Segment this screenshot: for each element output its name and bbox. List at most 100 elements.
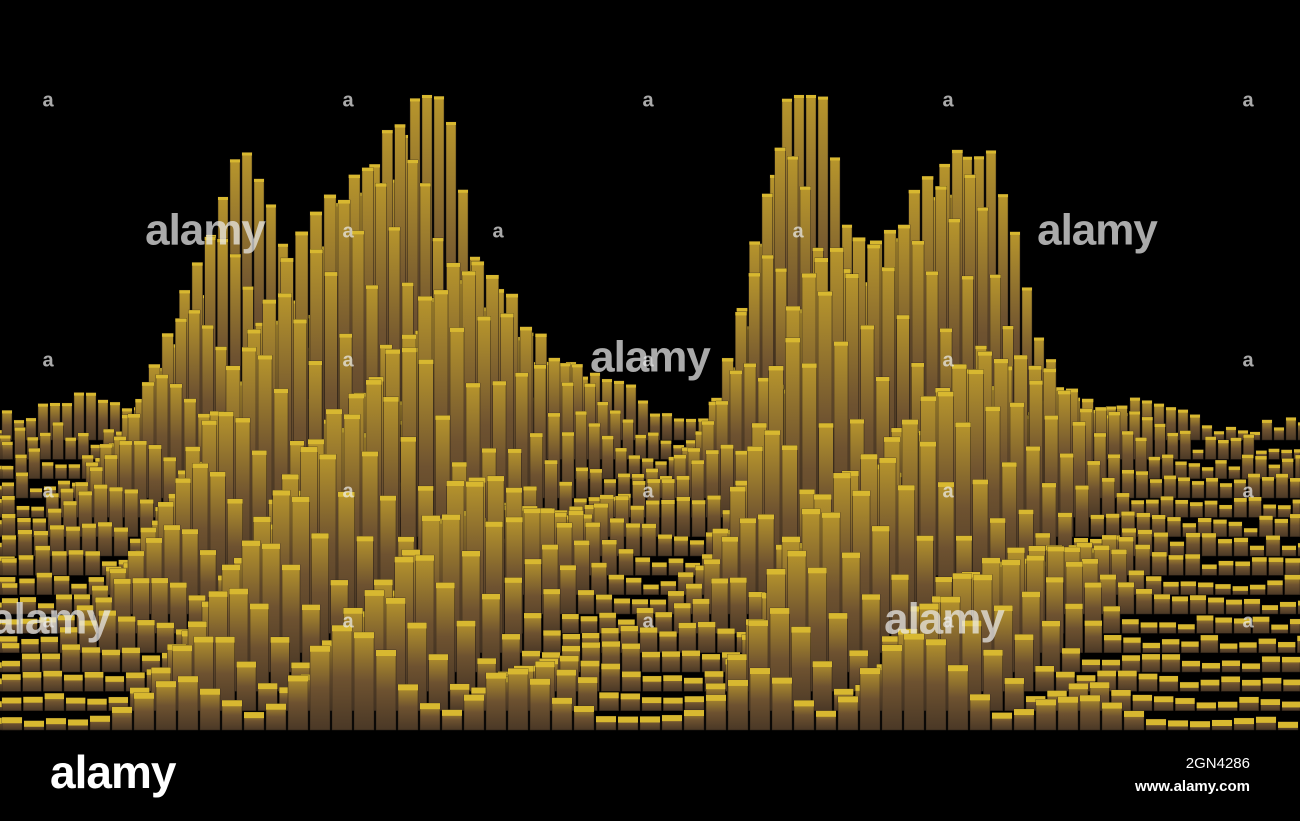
bar-top: [170, 582, 187, 588]
bar-top: [442, 514, 460, 520]
bar-top: [263, 524, 280, 530]
bar-top: [506, 517, 523, 523]
bar-top: [782, 536, 800, 543]
bar-top: [30, 488, 42, 493]
bar-top: [290, 300, 300, 304]
bar-block: [637, 400, 649, 441]
bar-top: [198, 413, 210, 418]
bar-top: [1196, 702, 1216, 709]
bar-top: [935, 388, 950, 393]
bar-top: [1206, 477, 1218, 482]
bar-top: [576, 467, 588, 472]
bar-top: [466, 481, 484, 487]
bar-top: [477, 658, 496, 664]
bar-top: [1104, 635, 1122, 641]
bar-top: [135, 399, 147, 403]
bar-top: [799, 489, 815, 495]
bar-top: [692, 500, 706, 505]
bar-top: [0, 636, 18, 642]
bar-top: [2, 643, 20, 649]
bar-top: [204, 236, 216, 241]
bar-top: [85, 551, 100, 556]
bar-top: [63, 501, 77, 506]
bar-top: [1250, 545, 1264, 550]
bar-top: [860, 454, 878, 460]
bar-top: [1268, 448, 1280, 452]
bar-top: [1263, 504, 1276, 509]
bar-block: [641, 523, 657, 557]
bar-top: [650, 599, 666, 605]
bar-top: [21, 639, 39, 645]
bar-top: [382, 130, 393, 134]
bar-top: [994, 358, 1008, 364]
bar-top: [428, 654, 448, 661]
bar-top: [98, 522, 112, 527]
bar-block: [155, 680, 177, 731]
bar-top: [1178, 409, 1188, 413]
bar-top: [626, 384, 636, 388]
bar-block: [375, 649, 397, 731]
bar-top: [1102, 659, 1120, 666]
bar-top: [1135, 544, 1150, 550]
bar-top: [218, 196, 228, 200]
bar-top: [366, 380, 382, 385]
bar-top: [1102, 702, 1122, 709]
bar-top: [146, 538, 162, 543]
bar-top: [982, 557, 1000, 564]
bar-top: [1202, 533, 1216, 538]
bar-top: [105, 676, 124, 682]
bar-top: [1075, 485, 1089, 490]
bar-top: [288, 675, 308, 682]
bar-top: [362, 167, 374, 172]
bar-top: [1118, 670, 1137, 677]
bar-block: [1101, 477, 1115, 518]
bar-block: [97, 521, 113, 557]
bar-block: [727, 679, 749, 731]
bar-block: [1075, 485, 1089, 537]
bar-top: [114, 527, 128, 532]
bar-top: [569, 506, 583, 511]
bar-top: [542, 544, 558, 550]
bar-top: [253, 516, 271, 522]
bar-top: [1076, 675, 1096, 681]
bar-top: [794, 95, 804, 98]
bar-top: [1252, 616, 1270, 622]
bar-block: [331, 624, 353, 731]
bar-top: [717, 628, 735, 634]
bar-top: [1175, 461, 1187, 465]
watermark-mark: a: [942, 89, 954, 111]
bar-top: [814, 494, 832, 500]
bar-block: [1135, 471, 1149, 499]
bar-top: [229, 588, 248, 595]
bar-top: [698, 621, 716, 628]
bar-top: [752, 423, 767, 428]
bar-top: [668, 591, 684, 596]
bar-top: [588, 497, 602, 501]
bar-top: [1046, 359, 1056, 363]
bar-top: [1267, 580, 1283, 586]
bar-top: [418, 486, 434, 491]
bar-top: [1182, 660, 1200, 667]
bar-top: [1062, 648, 1080, 654]
bar-top: [1186, 532, 1200, 538]
bar-top: [562, 382, 574, 386]
bar-block: [523, 612, 542, 653]
bar-top: [1076, 542, 1092, 548]
bar-top: [188, 595, 206, 601]
bar-top: [1060, 453, 1074, 458]
bar-top: [95, 597, 112, 603]
bar-top: [172, 645, 192, 652]
bar-top: [450, 327, 464, 332]
bar-top: [338, 491, 355, 497]
bar-top: [1094, 433, 1106, 437]
bar-top: [643, 584, 659, 590]
bar-top: [487, 476, 504, 482]
bar-top: [602, 379, 612, 383]
bar-top: [750, 668, 770, 675]
bar-top: [1180, 581, 1196, 587]
bar-top: [556, 522, 572, 528]
bar-top: [635, 557, 650, 562]
bar-top: [200, 688, 220, 695]
bar-top: [562, 432, 574, 436]
